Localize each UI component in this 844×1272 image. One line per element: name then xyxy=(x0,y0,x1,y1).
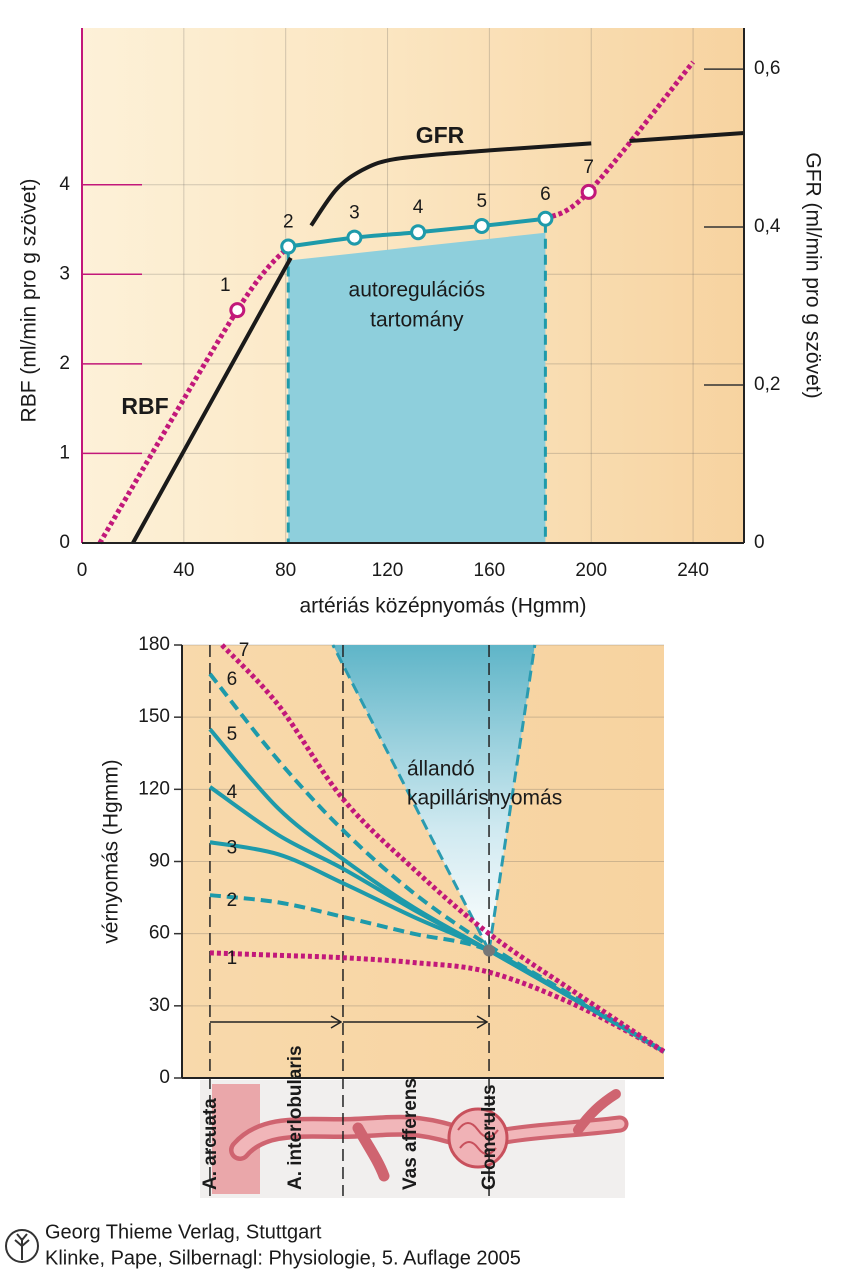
series-line xyxy=(544,60,696,222)
y2-axis-title: GFR (ml/min pro g szövet) xyxy=(801,152,824,398)
series-label: 2 xyxy=(227,890,238,911)
series-label: 5 xyxy=(227,724,238,745)
series-line xyxy=(209,950,666,1054)
series-label: GFR xyxy=(416,122,465,148)
series-label: 6 xyxy=(227,669,238,690)
series-line xyxy=(309,141,592,227)
x-tick-label: 160 xyxy=(474,560,506,581)
section-label: A. arcuata xyxy=(200,1098,221,1190)
data-point xyxy=(410,224,427,241)
y-axis-title: vérnyomás (Hgmm) xyxy=(100,759,123,943)
cone-label: állandó xyxy=(407,758,475,781)
y-tick-label: 120 xyxy=(138,778,170,799)
series-line xyxy=(208,672,666,1054)
y2-tick-label: 0,2 xyxy=(754,374,780,395)
y-tick-label: 60 xyxy=(149,923,170,944)
footer-citation: Klinke, Pape, Silbernagl: Physiologie, 5… xyxy=(45,1247,521,1269)
cone-label: kapillárisnyomás xyxy=(407,787,562,810)
series-label: 3 xyxy=(227,837,238,858)
data-point xyxy=(346,229,363,246)
data-point xyxy=(229,302,246,319)
series-label: RBF xyxy=(121,393,168,419)
publisher-logo xyxy=(5,1229,39,1263)
capillary-cone xyxy=(332,645,535,951)
data-point xyxy=(473,217,490,234)
point-label: 4 xyxy=(413,197,424,218)
flow-arrowhead xyxy=(476,1015,489,1029)
y-tick-label: 0 xyxy=(59,532,70,553)
vessel-illustration xyxy=(200,1080,629,1198)
x-axis-title: artériás középnyomás (Hgmm) xyxy=(299,595,586,618)
point-label: 6 xyxy=(540,184,551,205)
cone-edge xyxy=(487,644,537,951)
section-label: Glomerulus xyxy=(479,1084,500,1190)
point-label: 7 xyxy=(583,157,594,178)
x-tick-label: 0 xyxy=(77,560,88,581)
point-label: 5 xyxy=(476,191,487,212)
footer-publisher: Georg Thieme Verlag, Stuttgart xyxy=(45,1221,322,1243)
series-line xyxy=(131,256,293,544)
series-label: 1 xyxy=(227,948,238,969)
y-tick-label: 150 xyxy=(138,706,170,727)
y-tick-label: 4 xyxy=(59,174,70,195)
band-label: tartomány xyxy=(370,309,464,332)
point-label: 3 xyxy=(349,203,360,224)
series-line xyxy=(220,643,666,1054)
x-tick-label: 80 xyxy=(275,560,296,581)
point-label: 1 xyxy=(220,275,231,296)
section-label: Vas afferens xyxy=(400,1078,421,1190)
section-label: A. interlobularis xyxy=(285,1045,306,1190)
series-line xyxy=(629,131,745,143)
y-tick-label: 1 xyxy=(59,442,70,463)
y-tick-label: 2 xyxy=(59,353,70,374)
y-tick-label: 90 xyxy=(149,851,170,872)
flow-arrowhead xyxy=(330,1015,343,1029)
x-tick-label: 200 xyxy=(575,560,607,581)
series-line xyxy=(208,727,666,1054)
y-tick-label: 180 xyxy=(138,634,170,655)
band-label: autoregulációs xyxy=(349,279,486,302)
y-tick-label: 0 xyxy=(159,1067,170,1088)
y-axis-title: RBF (ml/min pro g szövet) xyxy=(18,179,41,423)
y-tick-label: 30 xyxy=(149,995,170,1016)
data-point xyxy=(280,238,297,255)
x-tick-label: 40 xyxy=(173,560,194,581)
series-line xyxy=(209,893,666,1054)
data-point xyxy=(580,183,597,200)
x-tick-label: 120 xyxy=(372,560,404,581)
autoregulation-band xyxy=(288,232,546,543)
y-tick-label: 3 xyxy=(59,263,70,284)
y2-tick-label: 0,6 xyxy=(754,58,780,79)
cone-edge xyxy=(331,644,491,952)
y2-tick-label: 0,4 xyxy=(754,216,781,237)
data-point xyxy=(537,210,554,227)
x-tick-label: 240 xyxy=(677,560,709,581)
series-line xyxy=(97,244,291,545)
series-label: 7 xyxy=(239,640,250,661)
point-label: 2 xyxy=(283,212,294,233)
glomerulus-point xyxy=(483,944,496,957)
series-label: 4 xyxy=(227,782,238,803)
y2-tick-label: 0 xyxy=(754,532,765,553)
